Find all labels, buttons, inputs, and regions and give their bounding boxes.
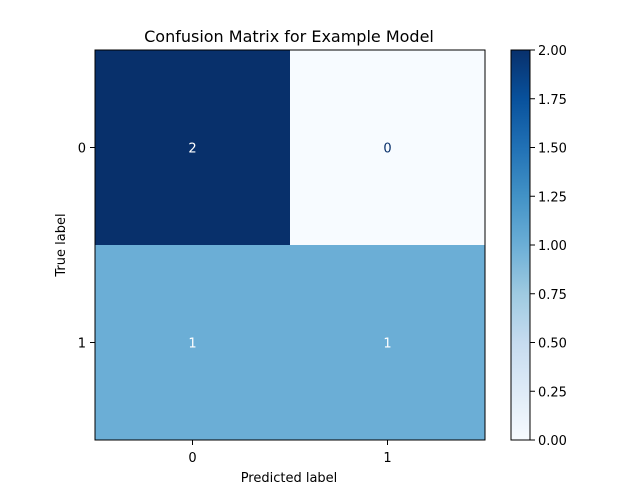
colorbar-tick-label: 0.50 [538,337,567,352]
matrix-cell-labels: 2 01 1 [188,142,391,352]
colorbar-tick-label: 1.75 [538,93,567,108]
cell-value-label: 1 [188,337,196,352]
cell-value-label: 2 [188,142,196,157]
chart-title: Confusion Matrix for Example Model [144,27,434,46]
colorbar-tick-label: 1.00 [538,239,567,254]
matrix-cell [290,245,485,440]
colorbar-tick-label: 0.00 [538,434,567,449]
colorbar-ticks: 0.00 0.25 0.50 0.75 1.00 1.25 1.50 1.75 2.00 [530,44,567,449]
matrix-cell [95,50,290,245]
matrix-cell [290,50,485,245]
y-tick-label: 1 [78,337,86,352]
x-axis-label: Predicted label [241,471,338,484]
colorbar [510,49,531,441]
cell-value-label: 0 [383,142,391,157]
y-tick-label: 0 [78,142,86,157]
x-tick-label: 1 [383,451,391,466]
matrix-cell [95,245,290,440]
colorbar-tick-label: 1.25 [538,190,567,205]
cell-value-label: 1 [383,337,391,352]
colorbar-tick-label: 0.75 [538,288,567,303]
colorbar-tick-label: 2.00 [538,44,567,59]
colorbar-tick-label: 1.50 [538,142,567,157]
x-tick-label: 0 [188,451,196,466]
plot-frame [94,49,486,441]
y-axis-ticks: 01 [78,142,95,352]
colorbar-tick-label: 0.25 [538,385,567,400]
matrix-cells [95,50,485,440]
y-axis-label: True label [54,213,69,277]
